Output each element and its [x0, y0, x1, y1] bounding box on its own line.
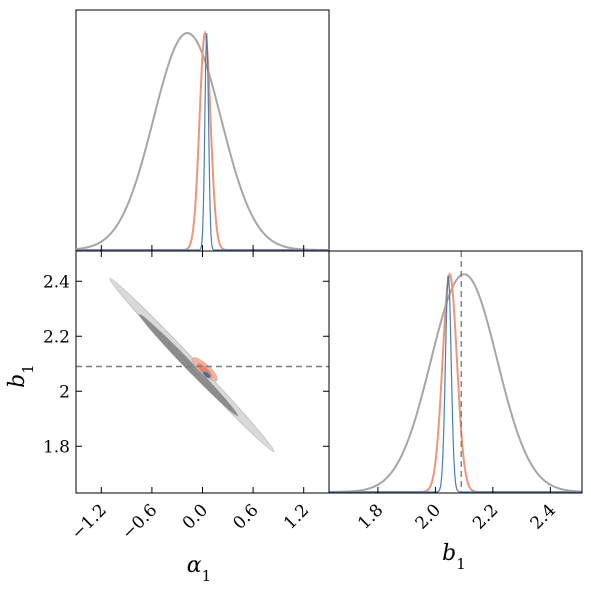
x-axis-label-alpha: α1	[187, 553, 211, 585]
y-tick-label: 2.4	[43, 272, 70, 292]
panel-marginal-b1: 1.8 2.0 2.2 2.4 b1	[328, 250, 583, 573]
x-tick-label: 0.6	[229, 500, 262, 533]
marginal-b1-curves	[328, 272, 583, 493]
joint-ticks: −1.2 −0.6 0.0 0.6 1.2 1.8 2 2.2 2.4	[43, 251, 329, 544]
x-axis-label-b1-sub: 1	[456, 555, 466, 573]
contour-inner-4	[203, 371, 211, 378]
joint-contours	[109, 278, 275, 453]
marginal-alpha1-curves	[75, 29, 330, 251]
x-axis-label-alpha-sub: 1	[202, 567, 212, 585]
panel-joint: −1.2 −0.6 0.0 0.6 1.2 1.8 2 2.2 2.4 b1 α1	[5, 250, 330, 585]
x-axis-label-b1: b1	[442, 541, 466, 573]
x-tick-label: −0.6	[118, 500, 161, 543]
y-tick-label: 2.2	[43, 327, 70, 347]
y-axis-label-sub: 1	[19, 364, 37, 374]
x-tick-label: −1.2	[68, 500, 111, 543]
density-curve-b1-0	[328, 273, 583, 493]
panel-frame	[328, 250, 583, 494]
x-tick-label: 2.2	[469, 500, 502, 533]
x-tick-label: 2.4	[527, 500, 560, 533]
marginal-alpha1-ticks	[100, 245, 305, 251]
x-tick-label: 2.0	[412, 500, 445, 533]
contour-inner-1	[139, 314, 239, 417]
density-curve-b1-2	[329, 275, 582, 493]
marginal-b1-ticks: 1.8 2.0 2.2 2.4	[354, 487, 560, 534]
panel-marginal-alpha1	[75, 9, 330, 252]
y-tick-label: 1.8	[43, 437, 70, 457]
x-tick-label: 0.0	[179, 500, 212, 533]
y-axis-label: b1	[5, 364, 37, 388]
x-tick-label: 1.8	[354, 500, 387, 533]
x-tick-label: 1.2	[280, 500, 313, 533]
density-curve-alpha1-2	[76, 33, 329, 251]
y-tick-label: 2	[59, 382, 70, 402]
density-curve-b1-1	[329, 272, 582, 493]
